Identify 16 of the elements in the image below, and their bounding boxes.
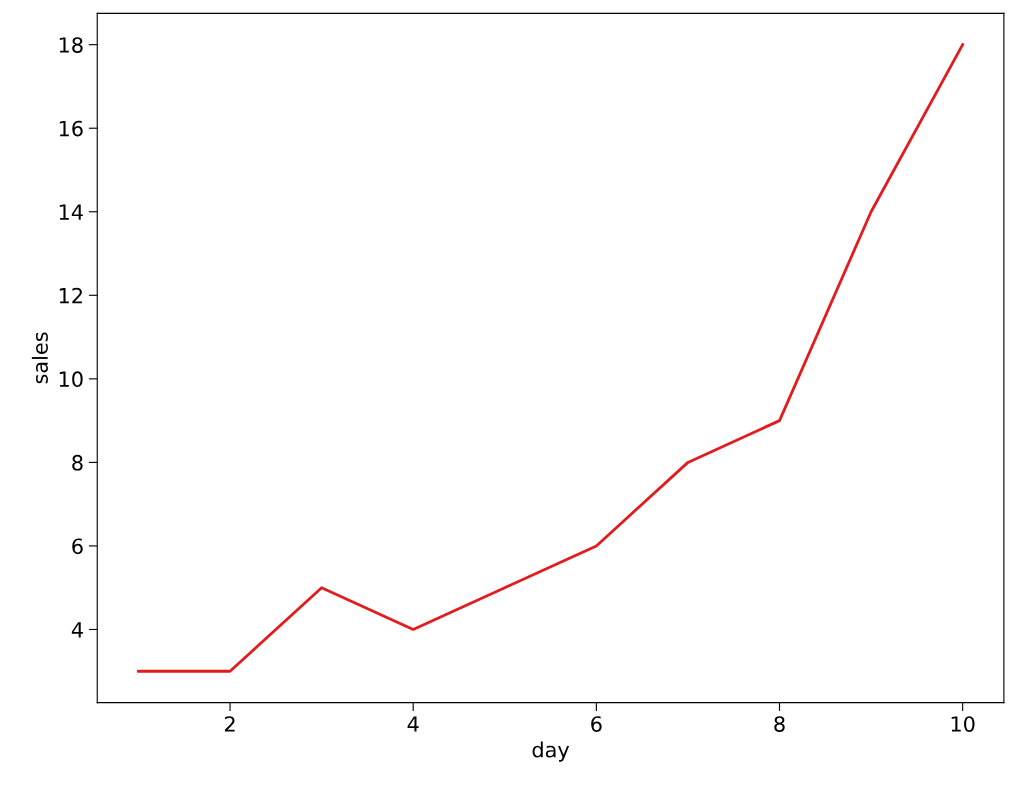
x-tick-label: 8 [774,716,785,732]
line-series [137,43,965,673]
x-tick-label: 4 [407,716,419,732]
y-tick-label: 12 [59,287,82,304]
y-tick-label: 8 [72,454,83,471]
y-tick-label: 14 [59,204,83,220]
y-axis-title: sales [31,332,48,384]
y-tick-label: 4 [71,622,83,638]
y-tick-label: 16 [59,120,83,137]
x-tick-label: 10 [951,716,975,732]
y-tick-label: 10 [59,371,83,388]
y-tick-label: 6 [72,538,83,555]
x-tick-label: 2 [224,716,235,732]
x-tick-label: 6 [591,716,602,732]
y-tick-label: 18 [59,37,83,53]
x-axis-title: day [532,741,570,762]
